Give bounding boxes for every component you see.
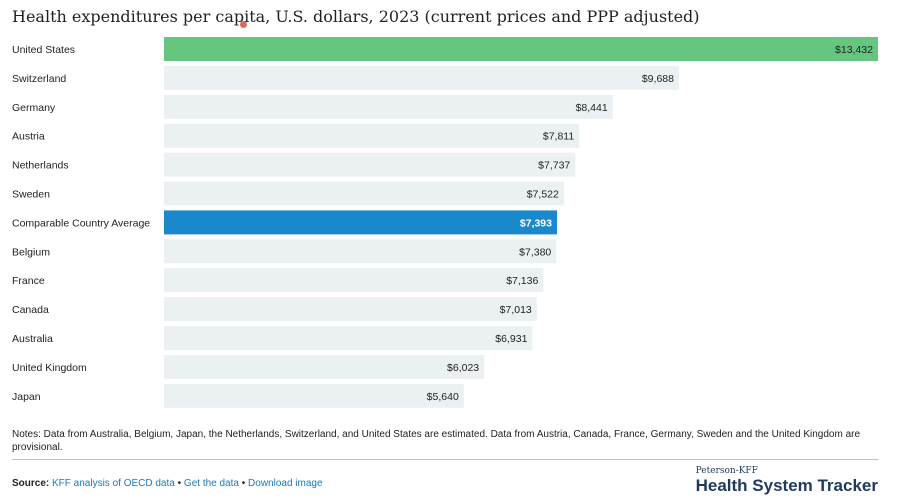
bar-value-label: $7,380 (519, 246, 551, 258)
bar[interactable] (164, 210, 557, 235)
category-label: Switzerland (12, 73, 66, 85)
bar[interactable] (164, 297, 537, 322)
bar[interactable] (164, 152, 576, 177)
category-label: Canada (12, 304, 49, 316)
bar-value-label: $8,441 (576, 102, 608, 114)
bar[interactable] (164, 94, 613, 119)
bar-value-label: $7,136 (506, 275, 538, 287)
mouse-cursor-marker (240, 21, 247, 28)
category-label: Austria (12, 131, 45, 143)
bar[interactable] (164, 383, 464, 408)
category-label: France (12, 275, 45, 287)
bar-value-label: $6,023 (447, 362, 479, 374)
footer-divider (12, 459, 878, 460)
bar-value-label: $6,931 (495, 333, 527, 345)
bar-value-label: $7,811 (543, 131, 574, 143)
category-label: Australia (12, 333, 53, 345)
bar[interactable] (164, 65, 679, 90)
bar-value-label: $7,737 (538, 160, 570, 172)
bar[interactable] (164, 354, 485, 379)
bar-value-label: $7,013 (500, 304, 532, 316)
category-label: United States (12, 44, 75, 56)
category-label: Japan (12, 391, 41, 403)
category-label: United Kingdom (12, 362, 87, 374)
category-label: Sweden (12, 189, 50, 201)
chart-title: Health expenditures per capita, U.S. dol… (12, 7, 700, 26)
bar-value-label: $13,432 (835, 44, 873, 56)
oecd-data-link[interactable]: KFF analysis of OECD data (52, 478, 175, 489)
bar-value-label: $5,640 (427, 391, 459, 403)
bar[interactable] (164, 326, 533, 350)
category-label: Germany (12, 102, 56, 114)
bar[interactable] (164, 239, 557, 264)
brand-subtitle: Peterson-KFF (695, 466, 758, 476)
source-separator: • (177, 478, 182, 489)
brand-logo[interactable]: Peterson-KFF Health System Tracker (696, 466, 878, 496)
bar-value-label: $9,688 (642, 73, 674, 85)
brand-title: Health System Tracker (695, 476, 878, 495)
source-separator: • (241, 478, 246, 489)
category-label: Belgium (12, 246, 50, 258)
category-label: Netherlands (12, 160, 69, 172)
bar-value-label: $7,393 (520, 217, 552, 229)
bar-value-label: $7,522 (527, 189, 559, 201)
bar[interactable] (164, 268, 544, 293)
bar[interactable] (164, 37, 878, 61)
bar-chart: United States $13,432 Switzerland $9,688 Ger… (12, 37, 878, 408)
source-line: Source: KFF analysis of OECD data • Get … (12, 478, 323, 489)
source-label: Source: (12, 478, 50, 489)
chart-notes: Notes: Data from Australia, Belgium, Jap… (12, 429, 861, 453)
category-label: Comparable Country Average (12, 217, 150, 229)
get-data-link[interactable]: Get the data (183, 478, 239, 489)
bar[interactable] (164, 181, 564, 206)
bar[interactable] (164, 123, 580, 148)
download-image-link[interactable]: Download image (248, 478, 323, 489)
